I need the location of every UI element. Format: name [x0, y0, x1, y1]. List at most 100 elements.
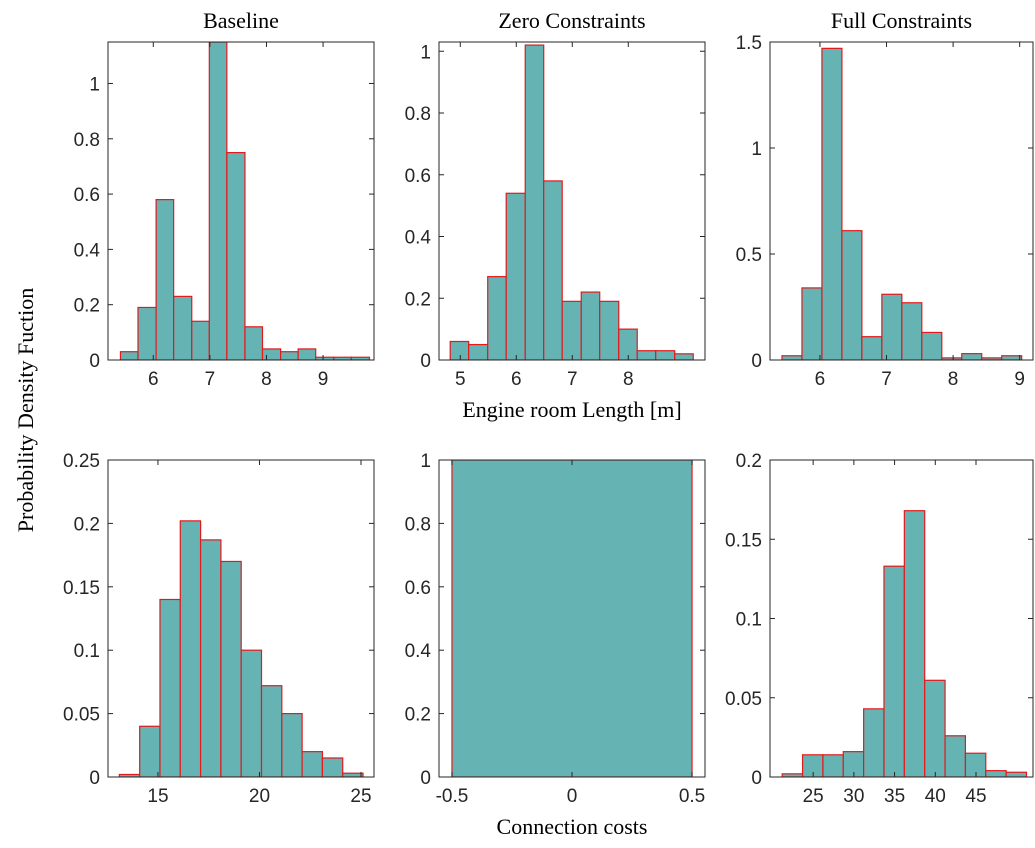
y-tick-label: 0.4 — [405, 641, 432, 662]
bar — [1001, 355, 1023, 360]
bar — [261, 348, 282, 360]
bar — [301, 751, 324, 777]
bar — [173, 295, 193, 360]
bar — [901, 302, 923, 360]
x-tick-label: 5 — [455, 369, 466, 390]
panel: 5 6 7 8 0 0.2 0.4 0.6 0.8 1 Zero Constraints Engine… — [405, 8, 706, 422]
x-tick-label: 30 — [843, 786, 864, 807]
bar — [618, 328, 638, 360]
bar — [159, 598, 181, 777]
x-tick-label: 15 — [147, 786, 168, 807]
y-tick-label: 1 — [751, 139, 762, 160]
x-tick-label: 8 — [261, 369, 272, 390]
bar — [924, 679, 946, 777]
plot-area — [119, 42, 371, 360]
x-tick-label: 6 — [148, 369, 159, 390]
chart-title: Full Constraints — [831, 8, 972, 33]
y-tick-label: 0.1 — [74, 641, 100, 662]
bar — [636, 350, 657, 360]
x-tick-label: 9 — [318, 369, 329, 390]
x-tick-label: 8 — [948, 369, 959, 390]
panel: 25 30 35 40 45 0 0.05 0.1 0.15 0.2 — [725, 451, 1034, 807]
y-tick-label: 0.15 — [725, 530, 762, 551]
bar — [505, 192, 526, 360]
y-tick-label: 1 — [420, 451, 431, 472]
bar — [580, 291, 601, 360]
bar — [468, 343, 489, 360]
x-tick-label: 25 — [803, 786, 824, 807]
bar — [451, 460, 693, 777]
bar — [985, 770, 1007, 777]
panel: 6 7 8 9 0 0.5 1 1.5 Full Constraints — [736, 8, 1034, 390]
bar — [561, 300, 582, 360]
bar — [240, 649, 263, 777]
bar — [199, 539, 222, 777]
bar — [524, 44, 545, 360]
x-tick-label: 7 — [567, 369, 578, 390]
y-tick-label: 0.6 — [405, 578, 431, 599]
y-tick-label: 0 — [89, 768, 100, 789]
bar — [961, 353, 983, 360]
y-tick-label: 0.25 — [63, 451, 100, 472]
y-tick-label: 1 — [420, 42, 431, 63]
y-tick-label: 0.05 — [63, 705, 100, 726]
bar — [1005, 771, 1028, 777]
bar — [220, 560, 242, 777]
bar — [297, 348, 317, 360]
y-tick-label: 0.2 — [405, 289, 431, 310]
x-tick-label: 35 — [884, 786, 905, 807]
bar — [674, 353, 694, 360]
axes-box — [107, 459, 375, 778]
x-tick-label: 8 — [623, 369, 634, 390]
y-tick-label: 0.2 — [74, 296, 100, 317]
bar — [208, 42, 228, 360]
y-tick-label: 1.5 — [736, 33, 762, 54]
y-tick-label: 0 — [420, 768, 431, 789]
x-tick-label: 0 — [567, 786, 578, 807]
panel: 15 20 25 0 0.05 0.1 0.15 0.2 0.25 — [63, 451, 375, 807]
bar — [139, 725, 161, 777]
y-tick-label: 0.2 — [405, 705, 431, 726]
x-axis-label: Engine room Length [m] — [462, 397, 681, 422]
bar — [821, 47, 843, 360]
x-tick-label: 45 — [965, 786, 986, 807]
y-tick-label: 1 — [89, 74, 100, 95]
x-tick-label: 20 — [249, 786, 270, 807]
y-tick-label: 0.5 — [736, 245, 762, 266]
y-tick-label: 0.8 — [405, 514, 431, 535]
bar — [280, 351, 299, 360]
plot-area — [781, 510, 1028, 777]
bar — [449, 340, 470, 360]
y-tick-label: 0.2 — [736, 451, 762, 472]
y-tick-label: 0 — [751, 351, 762, 372]
x-tick-label: 40 — [925, 786, 946, 807]
bar — [881, 293, 903, 360]
y-tick-label: 0 — [420, 351, 431, 372]
y-tick-label: 0 — [89, 351, 100, 372]
bar — [801, 287, 823, 360]
bar — [281, 712, 303, 777]
bar — [342, 772, 364, 777]
bar — [119, 351, 139, 360]
x-axis-label: Connection costs — [497, 814, 648, 839]
bar — [861, 336, 883, 360]
y-tick-label: 0.15 — [63, 578, 100, 599]
y-tick-label: 0.8 — [74, 130, 100, 151]
bar — [155, 199, 175, 360]
x-tick-label: 25 — [350, 786, 371, 807]
y-tick-label: 0.6 — [405, 166, 431, 187]
plot-area — [781, 47, 1023, 360]
y-tick-label: 0.05 — [725, 689, 762, 710]
x-tick-label: 9 — [1014, 369, 1025, 390]
panel: 6 7 8 9 0 0.2 0.4 0.6 0.8 1 Baseline — [74, 8, 375, 390]
plot-area — [449, 44, 694, 360]
bar — [903, 510, 926, 777]
bar — [543, 180, 563, 360]
x-tick-label: -0.5 — [436, 786, 469, 807]
y-tick-label: 0.2 — [74, 514, 100, 535]
y-tick-label: 0 — [751, 768, 762, 789]
bar — [822, 754, 844, 777]
bar — [841, 230, 863, 360]
